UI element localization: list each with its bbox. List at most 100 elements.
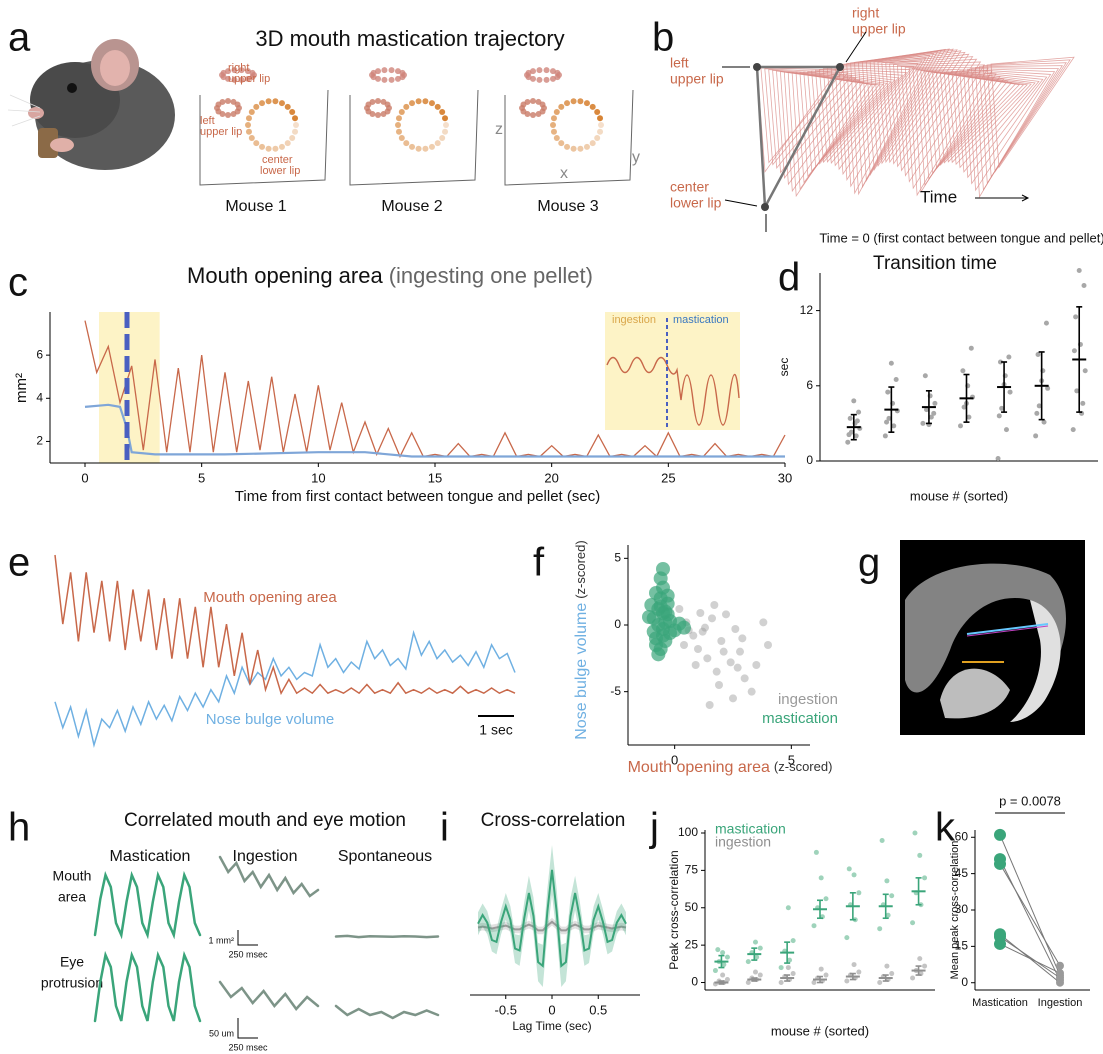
landmark-label: lower lip bbox=[670, 195, 722, 211]
data-point bbox=[884, 964, 889, 969]
trajectory-dot bbox=[577, 98, 583, 104]
trajectory-dot bbox=[235, 101, 241, 107]
trajectory-dot bbox=[399, 70, 405, 76]
trajectory-dot bbox=[554, 70, 560, 76]
subtitle: (ingesting one pellet) bbox=[389, 263, 593, 288]
y-tick-label: 5 bbox=[614, 551, 621, 565]
pair-point bbox=[1056, 962, 1064, 970]
chart-title: Correlated mouth and eye motion bbox=[124, 810, 406, 831]
trajectory-dot bbox=[422, 98, 428, 104]
scatter-point bbox=[649, 586, 663, 600]
trajectory-dot bbox=[422, 146, 428, 152]
x-tick-label: 10 bbox=[311, 470, 325, 485]
data-point bbox=[812, 923, 817, 928]
trajectory-dot bbox=[416, 146, 422, 152]
data-point bbox=[922, 875, 927, 880]
landmark-dot bbox=[761, 203, 769, 211]
mouse-ear-inner bbox=[100, 50, 130, 86]
scatter-point bbox=[656, 562, 670, 576]
trajectory-dot bbox=[435, 140, 441, 146]
y-label-part: (z-scored) bbox=[573, 540, 588, 599]
data-point bbox=[1033, 433, 1038, 438]
trajectory-dot bbox=[389, 67, 395, 73]
trajectory-dot bbox=[395, 122, 401, 128]
scatter-point bbox=[717, 637, 725, 645]
series-label: Mouth opening area bbox=[203, 589, 337, 606]
trajectory-dot bbox=[558, 104, 564, 110]
first-frame bbox=[757, 67, 840, 207]
trajectory-dot bbox=[399, 135, 405, 141]
data-point bbox=[852, 872, 857, 877]
mouse-illustration bbox=[8, 39, 175, 170]
data-point bbox=[844, 935, 849, 940]
scatter-point bbox=[720, 648, 728, 656]
trajectory-dot bbox=[225, 112, 231, 118]
trajectory-dot bbox=[389, 77, 395, 83]
trajectory-dot bbox=[375, 68, 381, 74]
y-tick-label: 75 bbox=[685, 863, 699, 877]
y-label: Mean peak cross-correlation bbox=[949, 841, 961, 980]
panel-title: 3D mouth mastication trajectory bbox=[255, 26, 564, 51]
data-point bbox=[1044, 321, 1049, 326]
y-tick-label: 6 bbox=[806, 378, 813, 392]
trajectory-surface bbox=[753, 49, 1074, 211]
trajectory-dot bbox=[536, 111, 542, 117]
scatter-point bbox=[642, 610, 656, 624]
scatter-point bbox=[701, 624, 709, 632]
trace bbox=[95, 875, 200, 935]
landmark-label: upper lip bbox=[228, 73, 270, 85]
data-point bbox=[931, 411, 936, 416]
data-point bbox=[880, 838, 885, 843]
panel-letter: b bbox=[652, 16, 674, 60]
inset-label: ingestion bbox=[612, 314, 656, 326]
scatter-point bbox=[727, 658, 735, 666]
time-note: Time = 0 (first contact between tongue a… bbox=[819, 230, 1103, 245]
data-point bbox=[753, 970, 758, 975]
landmark-label: center bbox=[670, 179, 709, 195]
landmark-label: upper lip bbox=[670, 71, 724, 87]
x-label: Lag Time (sec) bbox=[512, 1019, 591, 1033]
data-point bbox=[917, 956, 922, 961]
trajectory-dot bbox=[259, 144, 265, 150]
pair-line bbox=[1000, 864, 1060, 966]
data-point bbox=[758, 946, 763, 951]
data-point bbox=[969, 346, 974, 351]
x-tick-label: 15 bbox=[428, 470, 442, 485]
pair-line bbox=[1000, 937, 1060, 978]
y-tick-label: 0 bbox=[806, 453, 813, 467]
data-point bbox=[997, 413, 1002, 418]
data-point bbox=[884, 878, 889, 883]
trajectory-dot bbox=[266, 98, 272, 104]
trajectory-dot bbox=[536, 67, 542, 73]
trajectory-dot bbox=[584, 100, 590, 106]
trajectory-dot bbox=[564, 100, 570, 106]
trajectory-dot bbox=[594, 135, 600, 141]
y-tick-label: 2 bbox=[36, 434, 43, 448]
data-point bbox=[819, 875, 824, 880]
scatter-point bbox=[731, 625, 739, 633]
trajectory-dot bbox=[439, 109, 445, 115]
x-tick-label: 0 bbox=[548, 1002, 555, 1017]
trajectory-dot bbox=[443, 122, 449, 128]
trajectory-dot bbox=[399, 109, 405, 115]
scatter-point bbox=[706, 701, 714, 709]
scatter-point bbox=[708, 614, 716, 622]
panel-letter: j bbox=[649, 806, 659, 850]
legend-entry: ingestion bbox=[715, 834, 771, 850]
data-point bbox=[846, 432, 851, 437]
trace bbox=[336, 936, 438, 937]
trajectory-dot bbox=[272, 98, 278, 104]
data-point bbox=[791, 938, 796, 943]
trajectory-dot bbox=[597, 129, 603, 135]
x-tick-label: -0.5 bbox=[495, 1002, 517, 1017]
trajectory-dot bbox=[279, 144, 285, 150]
y-label: Nose bulge volume(z-scored) bbox=[573, 540, 590, 739]
trajectory-dot bbox=[590, 104, 596, 110]
trajectory-dot bbox=[571, 98, 577, 104]
y-tick-label: 100 bbox=[678, 825, 698, 839]
trajectory-dot bbox=[289, 109, 295, 115]
scatter-point bbox=[692, 661, 700, 669]
data-point bbox=[715, 947, 720, 952]
time-arrow bbox=[975, 195, 1028, 201]
trajectory-dot bbox=[429, 100, 435, 106]
